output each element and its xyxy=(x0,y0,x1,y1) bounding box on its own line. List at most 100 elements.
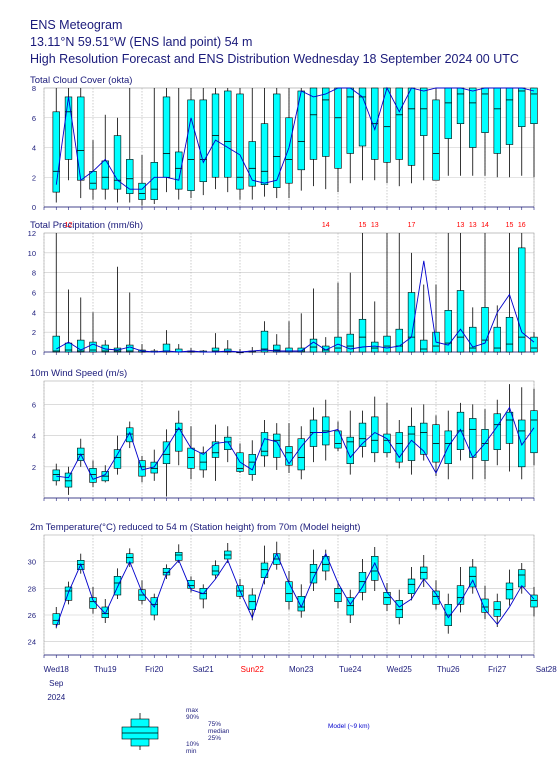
box-iqr xyxy=(358,318,367,353)
box-iqr xyxy=(444,87,452,139)
box-iqr xyxy=(456,87,465,125)
box-iqr xyxy=(150,162,158,200)
box-iqr xyxy=(481,307,489,353)
model-line xyxy=(55,86,535,190)
panel-title: 10m Wind Speed (m/s) xyxy=(30,368,127,379)
box-iqr xyxy=(322,556,330,572)
box-iqr xyxy=(530,594,538,608)
box-iqr xyxy=(309,419,318,447)
y-tick-label: 2 xyxy=(32,463,36,472)
panel-title: Total Precipitation (mm/6h) xyxy=(30,220,143,231)
box-iqr xyxy=(162,96,171,178)
x-day-label: Fri20 xyxy=(145,665,164,674)
box-iqr xyxy=(162,343,171,353)
y-tick-label: 8 xyxy=(32,84,36,93)
exceedance-label: 13 xyxy=(457,222,465,229)
exceedance-label: 14 xyxy=(481,222,489,229)
location-label: 13.11°N 59.51°W (ENS land point) 54 m xyxy=(30,35,253,49)
exceedance-label: 17 xyxy=(408,222,416,229)
box-iqr xyxy=(77,339,85,353)
y-tick-label: 2 xyxy=(32,328,36,337)
box-iqr xyxy=(395,600,403,618)
box-iqr xyxy=(64,586,73,601)
box-iqr xyxy=(518,569,526,588)
legend-p10-box xyxy=(130,738,150,747)
box-iqr xyxy=(395,432,403,463)
box-iqr xyxy=(64,342,73,353)
exceedance-label: 12 xyxy=(65,222,73,229)
model-line xyxy=(56,260,535,353)
box-iqr xyxy=(297,347,305,353)
box-iqr xyxy=(420,422,428,455)
box-iqr xyxy=(64,472,73,488)
box-iqr xyxy=(224,90,232,178)
box-iqr xyxy=(505,582,514,600)
model-line xyxy=(55,552,535,628)
box-iqr xyxy=(187,99,195,191)
box-iqr xyxy=(187,580,195,589)
box-iqr xyxy=(309,564,318,584)
chart-title: ENS Meteogram xyxy=(30,18,123,32)
box-iqr xyxy=(358,572,367,593)
box-iqr xyxy=(346,597,354,616)
y-tick-label: 4 xyxy=(32,432,36,441)
box-iqr xyxy=(469,326,477,353)
box-iqr xyxy=(138,460,146,477)
box-iqr xyxy=(469,566,477,588)
box-iqr xyxy=(260,562,269,578)
y-tick-label: 24 xyxy=(28,638,36,647)
exceedance-label: 13 xyxy=(469,222,477,229)
box-iqr xyxy=(481,429,489,461)
y-tick-label: 4 xyxy=(32,308,36,317)
box-iqr xyxy=(89,341,97,353)
box-iqr xyxy=(138,182,146,200)
exceedance-label: 16 xyxy=(518,222,526,229)
exceedance-label: 15 xyxy=(359,222,367,229)
box-iqr xyxy=(126,553,134,564)
box-iqr xyxy=(395,328,403,353)
box-iqr xyxy=(248,454,256,475)
box-iqr xyxy=(383,87,391,163)
box-iqr xyxy=(187,447,195,469)
x-day-label: Tue24 xyxy=(339,665,362,674)
exceedance-label: 14 xyxy=(322,222,330,229)
box-iqr xyxy=(260,123,269,185)
box-iqr xyxy=(481,87,489,133)
box-iqr xyxy=(175,552,183,561)
box-iqr xyxy=(493,326,501,353)
box-iqr xyxy=(407,578,416,594)
panel-title: 2m Temperature(°C) reduced to 54 m (Stat… xyxy=(30,522,360,533)
x-year-label: 2024 xyxy=(47,693,65,702)
box-iqr xyxy=(126,159,134,194)
box-iqr xyxy=(297,438,305,471)
box-iqr xyxy=(52,335,60,353)
box-iqr xyxy=(260,432,269,457)
box-iqr xyxy=(285,117,293,184)
legend-min-label: min xyxy=(186,748,197,755)
box-iqr xyxy=(309,338,318,353)
box-iqr xyxy=(371,341,379,353)
box-iqr xyxy=(518,247,526,353)
box-iqr xyxy=(383,335,391,353)
box-iqr xyxy=(358,87,367,147)
x-day-label: Thu19 xyxy=(94,665,117,674)
box-iqr xyxy=(420,566,428,580)
box-iqr xyxy=(162,441,171,464)
legend-max-label: max xyxy=(186,707,199,714)
box-iqr xyxy=(285,347,293,353)
box-iqr xyxy=(383,433,391,454)
y-tick-label: 6 xyxy=(32,114,36,123)
box-iqr xyxy=(77,96,85,181)
box-iqr xyxy=(493,87,501,154)
legend-p90-label: 90% xyxy=(186,714,199,721)
box-iqr xyxy=(505,87,514,145)
box-iqr xyxy=(309,87,318,160)
y-tick-label: 6 xyxy=(32,400,36,409)
box-iqr xyxy=(420,87,428,136)
box-iqr xyxy=(285,446,293,466)
y-tick-label: 28 xyxy=(28,584,36,593)
chart-subtitle: High Resolution Forecast and ENS Distrib… xyxy=(30,52,519,66)
x-day-label: Sun22 xyxy=(241,665,265,674)
x-day-label: Wed25 xyxy=(387,665,413,674)
